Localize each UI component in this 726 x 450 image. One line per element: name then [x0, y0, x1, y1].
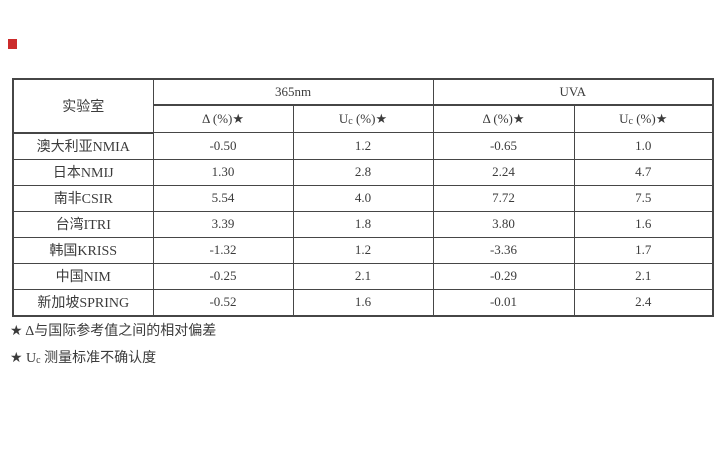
cell-uc-uva: 7.5 — [573, 184, 714, 212]
cell-lab: 韩国KRISS — [12, 236, 154, 264]
table-row: 澳大利亚NMIA -0.50 1.2 -0.65 1.0 — [12, 132, 714, 160]
uc-unit: (%)★ — [632, 111, 668, 126]
table-row: 新加坡SPRING -0.52 1.6 -0.01 2.4 — [12, 288, 714, 316]
cell-uc-365nm: 2.8 — [292, 158, 434, 186]
cell-delta-uva: -0.01 — [432, 288, 575, 316]
uc-subscript: c — [348, 116, 353, 127]
uc-subscript: c — [628, 116, 633, 127]
footnote-uc: ★ Uc 测量标准不确认度 — [10, 347, 156, 367]
cell-uc-uva: 1.6 — [573, 210, 714, 238]
cell-delta-365nm: 5.54 — [152, 184, 294, 212]
cell-uc-365nm: 1.2 — [292, 236, 434, 264]
cell-delta-uva: -0.29 — [432, 262, 575, 290]
cell-delta-uva: 7.72 — [432, 184, 575, 212]
cell-delta-uva: -0.65 — [432, 132, 575, 160]
cell-delta-365nm: -1.32 — [152, 236, 294, 264]
cell-delta-365nm: -0.50 — [152, 132, 294, 160]
table-row: 南非CSIR 5.54 4.0 7.72 7.5 — [12, 184, 714, 212]
footnote-delta: ★ Δ与国际参考值之间的相对偏差 — [10, 324, 217, 339]
header-group-row: 实验室 365nm UVA — [12, 78, 714, 134]
cell-lab: 南非CSIR — [12, 184, 154, 212]
uc-unit: (%)★ — [352, 111, 388, 126]
cell-uc-uva: 1.7 — [573, 236, 714, 264]
cell-uc-365nm: 2.1 — [292, 262, 434, 290]
cell-uc-uva: 2.4 — [573, 288, 714, 316]
cell-lab: 新加坡SPRING — [12, 288, 154, 316]
table-row: 韩国KRISS -1.32 1.2 -3.36 1.7 — [12, 236, 714, 264]
cell-delta-uva: -3.36 — [432, 236, 575, 264]
cell-uc-uva: 4.7 — [573, 158, 714, 186]
footnote-uc-subscript: c — [36, 355, 41, 366]
cell-uc-365nm: 1.2 — [292, 132, 434, 160]
cell-lab: 澳大利亚NMIA — [12, 132, 154, 160]
footnote-uc-suffix: 测量标准不确认度 — [40, 351, 157, 366]
table-row: 台湾ITRI 3.39 1.8 3.80 1.6 — [12, 210, 714, 238]
cell-delta-365nm: -0.25 — [152, 262, 294, 290]
header-delta-365nm: Δ (%)★ — [152, 104, 294, 133]
cell-delta-365nm: -0.52 — [152, 288, 294, 316]
header-delta-uva: Δ (%)★ — [432, 104, 575, 133]
uc-symbol: U — [338, 111, 349, 126]
cell-delta-365nm: 1.30 — [152, 158, 294, 186]
missing-image-placeholder-icon — [8, 39, 17, 49]
cell-delta-uva: 2.24 — [432, 158, 575, 186]
cell-uc-365nm: 4.0 — [292, 184, 434, 212]
cell-lab: 日本NMIJ — [12, 158, 154, 186]
uc-symbol: U — [619, 111, 629, 126]
lab-comparison-table: 实验室 365nm UVA Δ (%)★ Uc (%)★ Δ (%)★ Uc (… — [12, 78, 714, 317]
cell-lab: 中国NIM — [12, 262, 154, 290]
header-uc-365nm: Uc (%)★ — [292, 104, 434, 133]
cell-uc-365nm: 1.8 — [292, 210, 434, 238]
header-sub-row: Δ (%)★ Uc (%)★ Δ (%)★ Uc (%)★ — [13, 104, 714, 133]
cell-delta-uva: 3.80 — [432, 210, 575, 238]
cell-uc-uva: 1.0 — [573, 132, 714, 160]
cell-lab: 台湾ITRI — [12, 210, 154, 238]
cell-delta-365nm: 3.39 — [152, 210, 294, 238]
header-laboratory: 实验室 — [12, 78, 154, 134]
footnote-uc-prefix: ★ U — [10, 351, 37, 366]
header-uc-uva: Uc (%)★ — [573, 104, 714, 133]
table-row: 中国NIM -0.25 2.1 -0.29 2.1 — [12, 262, 714, 290]
cell-uc-365nm: 1.6 — [292, 288, 434, 316]
table-row: 日本NMIJ 1.30 2.8 2.24 4.7 — [12, 158, 714, 186]
header-group-365nm: 365nm — [152, 78, 434, 106]
header-group-uva: UVA — [432, 78, 714, 106]
cell-uc-uva: 2.1 — [573, 262, 714, 290]
